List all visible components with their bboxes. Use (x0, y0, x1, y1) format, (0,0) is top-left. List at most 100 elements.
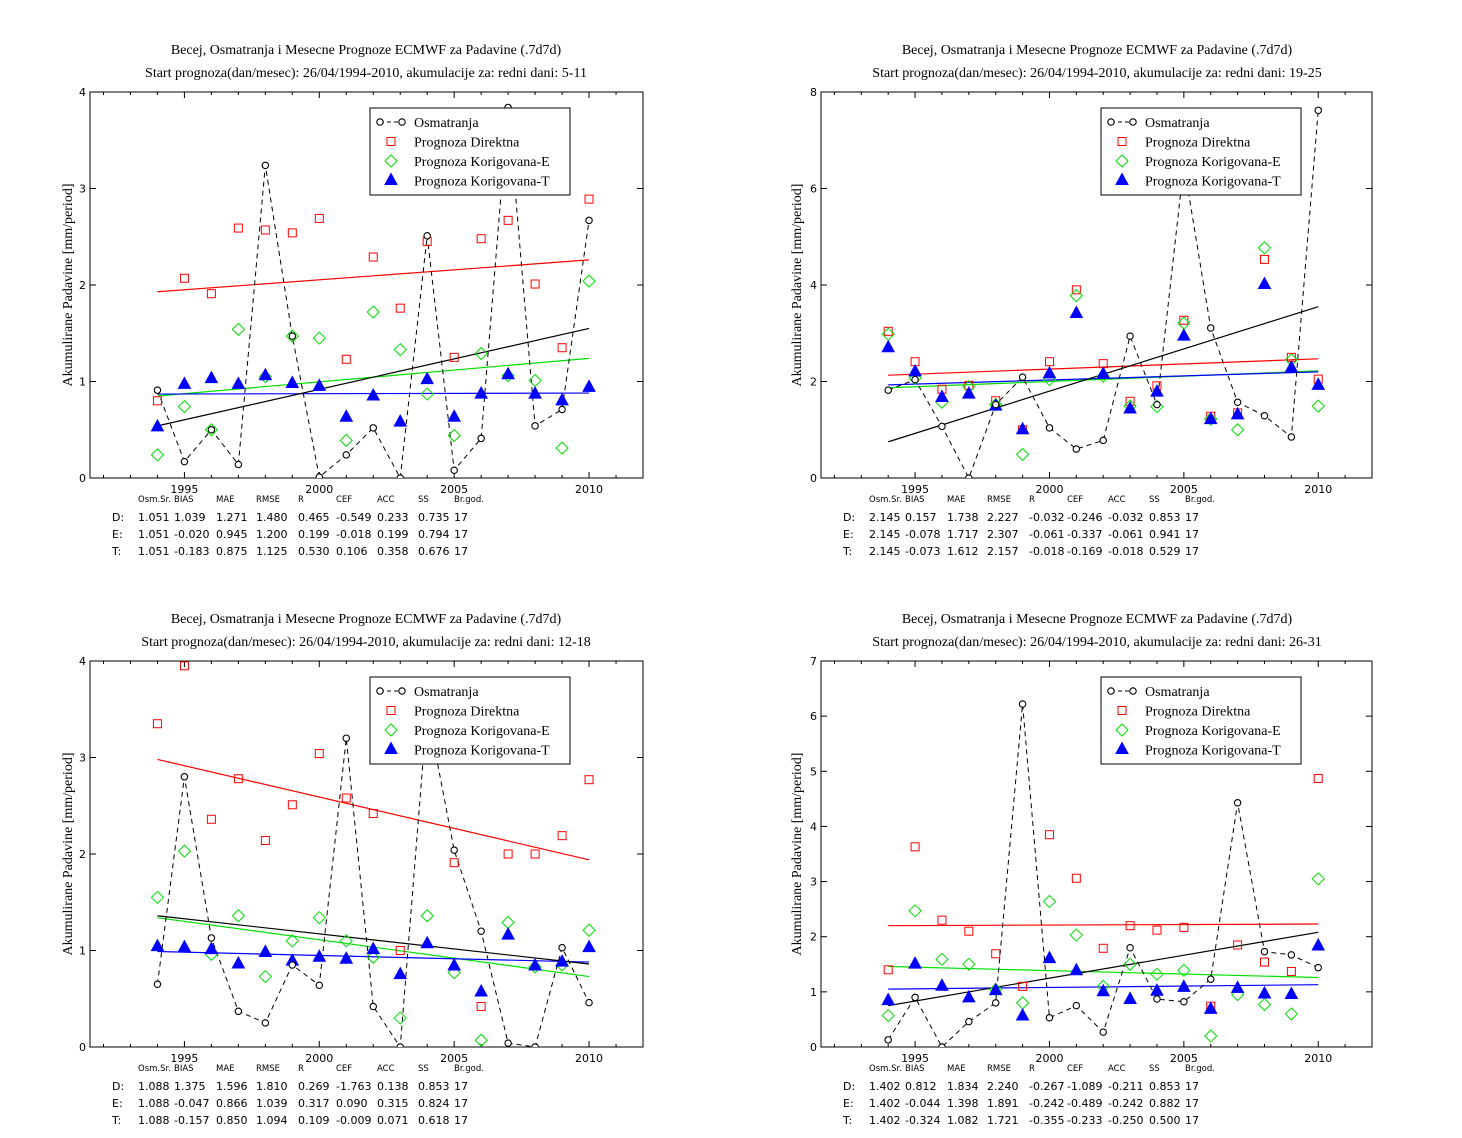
data-point (584, 194, 594, 204)
observed-series-line (156, 709, 590, 1047)
data-point (881, 992, 896, 1006)
legend-marker (1107, 687, 1115, 695)
stats-cell: 1.721 (987, 1114, 1019, 1127)
stats-cell: 0.529 (1149, 545, 1181, 558)
x-tick-label: 1995 (901, 1052, 929, 1065)
legend-marker (1129, 118, 1137, 126)
data-point (965, 474, 973, 478)
data-point (204, 941, 219, 955)
stats-cell: -0.061 (1108, 528, 1143, 541)
stats-cell: 1.596 (216, 1080, 248, 1093)
data-point (1126, 943, 1134, 952)
stats-cell: 0.358 (377, 545, 409, 558)
stats-row-tag: E: (843, 528, 854, 541)
stats-cell: -0.009 (336, 1114, 371, 1127)
data-point (233, 774, 243, 784)
stats-cell: 1.612 (947, 545, 979, 558)
data-point (285, 375, 300, 388)
stats-header: BIAS (905, 1064, 925, 1074)
stats-row-tag: E: (112, 528, 123, 541)
stats-header: CEF (336, 1064, 352, 1074)
stats-header: R (298, 1064, 304, 1074)
y-axis-label: Akumulirane Padavine [mm/period] (790, 184, 805, 387)
stats-header: R (298, 495, 304, 505)
chart-subtitle: Start prognoza(dan/mesec): 26/04/1994-20… (141, 635, 590, 650)
data-point (1259, 254, 1269, 264)
data-point (285, 329, 300, 343)
stats-row-tag: E: (843, 1097, 854, 1110)
x-tick-label: 2010 (1304, 1052, 1332, 1065)
data-point (396, 1043, 404, 1047)
trend-line-corrected-t (157, 950, 590, 963)
legend-marker (1115, 154, 1129, 168)
data-point (177, 844, 192, 858)
data-point (339, 409, 354, 422)
stats-cell: -0.073 (905, 545, 940, 558)
data-point (150, 938, 165, 952)
data-point (528, 386, 542, 399)
data-point (531, 422, 539, 430)
legend-marker (386, 137, 396, 146)
data-point (315, 473, 324, 478)
data-point (261, 1019, 270, 1027)
data-point (287, 228, 297, 238)
plot-frame (820, 660, 1373, 1048)
data-point (420, 935, 435, 949)
stats-cell: 0.941 (1149, 528, 1181, 541)
x-tick-label: 1995 (170, 483, 198, 496)
data-point (1203, 411, 1218, 425)
stats-cell: -0.211 (1108, 1080, 1143, 1093)
data-point (420, 387, 434, 401)
data-point (911, 993, 919, 1002)
stats-cell: 1.200 (256, 528, 288, 541)
data-point (883, 326, 893, 336)
legend-label: Prognoza Korigovana-E (414, 724, 550, 739)
data-point (393, 342, 407, 357)
data-point (1179, 315, 1189, 325)
stats-cell: -0.242 (1029, 1097, 1064, 1110)
data-point (1287, 433, 1296, 441)
data-point (582, 939, 596, 953)
stats-cell: 0.735 (418, 511, 450, 524)
data-point (964, 926, 974, 936)
stats-cell: -1.763 (336, 1080, 371, 1093)
data-point (260, 225, 270, 235)
data-point (1044, 830, 1054, 840)
stats-cell: 2.145 (869, 545, 901, 558)
chart-title: Becej, Osmatranja i Mesecne Prognoze ECM… (171, 612, 562, 627)
stats-header: MAE (216, 495, 235, 505)
stats-cell: 1.891 (987, 1097, 1019, 1110)
plot-area (150, 661, 596, 1047)
y-tick-label: 6 (810, 183, 817, 196)
data-point (341, 793, 351, 803)
chart-title: Becej, Osmatranja i Mesecne Prognoze ECM… (171, 43, 562, 58)
stats-cell: -0.233 (1067, 1114, 1102, 1127)
data-point (1045, 424, 1054, 432)
stats-cell: 1.402 (869, 1114, 901, 1127)
data-point (449, 352, 459, 362)
stats-header: RMSE (987, 1064, 1011, 1074)
stats-header: BIAS (905, 495, 925, 505)
data-point (450, 846, 458, 854)
y-tick-label: 1 (79, 945, 86, 958)
data-point (1099, 436, 1107, 445)
x-tick-label: 1995 (170, 1052, 198, 1065)
data-point (393, 1011, 407, 1025)
data-point (231, 322, 246, 337)
stats-row-tag: D: (843, 511, 855, 524)
data-point (393, 414, 408, 427)
data-point (558, 405, 566, 414)
stats-cell: 17 (1185, 545, 1199, 558)
data-point (1177, 963, 1191, 978)
data-point (1071, 873, 1081, 883)
stats-cell: 1.125 (256, 545, 288, 558)
stats-header: ACC (377, 1064, 395, 1074)
x-tick-label: 2005 (1170, 483, 1198, 496)
data-point (285, 934, 300, 948)
data-point (991, 949, 1001, 959)
y-tick-label: 2 (810, 376, 817, 389)
data-point (369, 1002, 377, 1011)
stats-header: BIAS (174, 495, 194, 505)
stats-cell: 1.088 (138, 1080, 170, 1093)
stats-cell: 0.269 (298, 1080, 330, 1093)
